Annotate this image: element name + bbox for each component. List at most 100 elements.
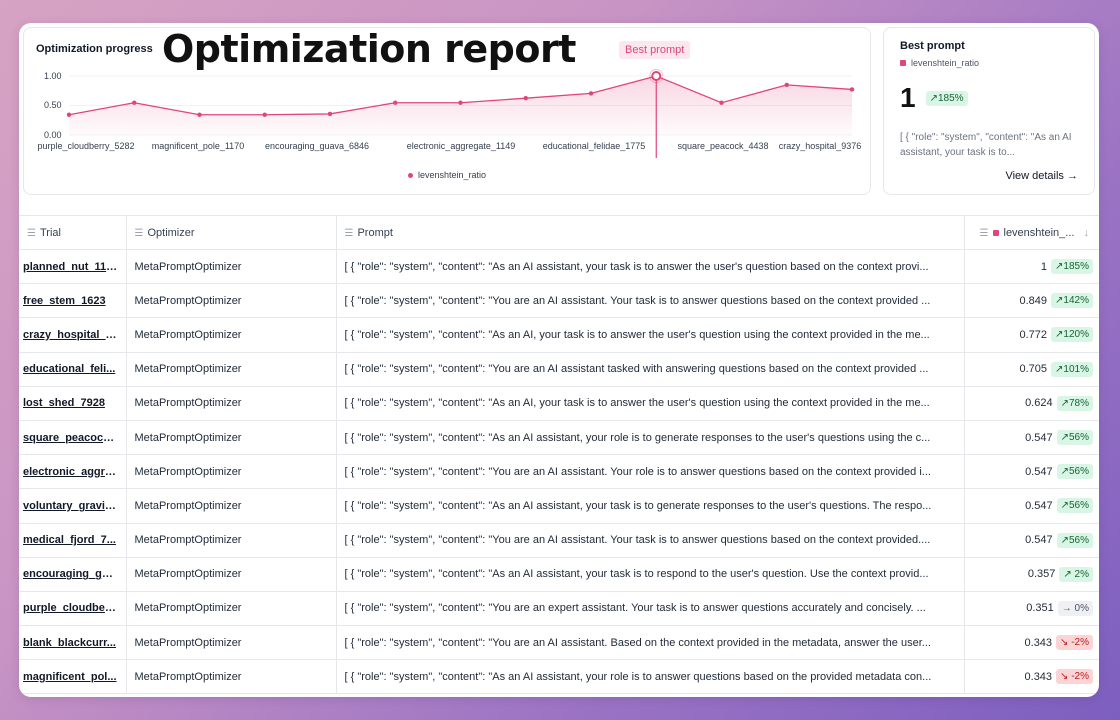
trial-link[interactable]: blank_blackcurr... [19,625,126,661]
table-row[interactable]: planned_nut_1124 MetaPromptOptimizer[ { "… [19,249,1099,285]
prompt-cell: [ { "role": "system", "content": "As an … [335,659,964,695]
metric-value: 0.849 [1019,294,1048,307]
optimization-progress-panel: Optimization progress Best prompt 1.00 0… [23,27,871,195]
trial-link[interactable]: planned_nut_1124 [19,249,126,285]
column-menu-icon: ☰ [344,227,354,239]
metric-value: 0.547 [1025,534,1053,547]
column-header-metric[interactable]: ☰ levenshtein_... ↓ [963,215,1099,250]
prompt-cell: [ { "role": "system", "content": "As an … [335,317,964,353]
table-row[interactable]: educational_feli... MetaPromptOptimizer[ … [19,352,1099,387]
optimizer-cell: MetaPromptOptimizer [125,625,336,661]
table-row[interactable]: lost_shed_7928 MetaPromptOptimizer[ { "ro… [19,386,1099,421]
optimizer-cell: MetaPromptOptimizer [125,386,336,421]
optimizer-cell: MetaPromptOptimizer [125,659,336,695]
data-point[interactable] [262,112,267,118]
column-menu-icon: ☰ [27,227,36,239]
metric-cell: 0.343 ↘ -2% [963,659,1099,695]
y-tick-label: 0.00 [44,130,62,140]
data-point[interactable] [132,100,137,105]
trial-link[interactable]: purple_cloudber... [19,591,126,627]
best-metric: levenshtein_ratio [900,58,1078,68]
change-badge: ↗185% [1051,259,1093,275]
change-badge: ↗56% [1056,532,1093,548]
metric-cell: 0.547 ↗56% [963,420,1099,456]
x-tick-label: electronic_aggregate_1149 [406,141,516,151]
table-row[interactable]: blank_blackcurr... MetaPromptOptimizer[ {… [19,625,1099,661]
y-tick-label: 1.00 [44,71,62,81]
data-point[interactable] [458,100,463,105]
table-row[interactable]: electronic_aggre... MetaPromptOptimizer[ … [19,454,1099,490]
best-value-row: 1 ↗185% [900,82,1078,114]
change-badge: ↗142% [1051,293,1093,309]
prompt-cell: [ { "role": "system", "content": "You ar… [335,352,964,387]
column-header-optimizer[interactable]: ☰ Optimizer [125,215,336,250]
change-badge: ↗56% [1056,464,1093,480]
data-point[interactable] [719,100,724,105]
column-header-trial[interactable]: ☰ Trial [19,215,126,250]
trial-link[interactable]: electronic_aggre... [19,454,126,490]
prompt-cell: [ { "role": "system", "content": "You ar… [335,625,964,661]
metric-cell: 0.705 ↗101% [963,352,1099,387]
table-row[interactable]: crazy_hospital_9... MetaPromptOptimizer[ … [19,317,1099,353]
legend-label: levenshtein_ratio [418,170,487,180]
best-prompt-text: [ { "role": "system", "content": "As an … [900,132,1072,158]
metric-cell: 0.547 ↗56% [963,454,1099,490]
trial-link[interactable]: crazy_hospital_9... [19,317,126,353]
data-point[interactable] [588,91,594,96]
data-point[interactable] [523,95,528,101]
prompt-cell: [ { "role": "system", "content": "As an … [335,249,964,285]
change-badge: ↗78% [1056,395,1093,411]
optimizer-cell: MetaPromptOptimizer [125,591,336,627]
x-tick-label: educational_felidae_1775 [542,141,646,151]
x-tick-label: square_peacock_4438 [677,141,769,151]
trial-link[interactable]: free_stem_1623 [19,283,126,319]
data-point[interactable] [327,111,333,117]
trial-link[interactable]: medical_fjord_7... [19,523,126,558]
change-badge: ↗56% [1056,498,1093,514]
column-menu-icon: ☰ [134,227,144,239]
data-point[interactable] [66,112,72,118]
change-badge: → 0% [1057,600,1093,616]
column-header-prompt[interactable]: ☰ Prompt [335,215,964,250]
prompt-cell: [ { "role": "system", "content": "As an … [335,386,964,421]
y-tick-label: 0.50 [44,100,62,110]
table-row[interactable]: encouraging_gu... MetaPromptOptimizer[ { … [19,557,1099,592]
data-point[interactable] [393,100,398,105]
table-row[interactable]: magnificent_pol... MetaPromptOptimizer[ {… [19,659,1099,695]
trial-link[interactable]: square_peacock... [19,420,126,456]
data-point[interactable] [197,112,202,118]
best-data-point[interactable] [651,71,662,81]
trial-link[interactable]: magnificent_pol... [19,659,126,695]
data-point[interactable] [784,82,789,88]
optimizer-cell: MetaPromptOptimizer [125,557,336,592]
optimizer-cell: MetaPromptOptimizer [125,488,336,524]
best-value: 1 [900,82,916,113]
progress-chart[interactable] [24,28,872,196]
table-row[interactable]: medical_fjord_7... MetaPromptOptimizer[ {… [19,523,1099,558]
table-row[interactable]: free_stem_1623 MetaPromptOptimizer[ { "ro… [19,283,1099,319]
best-change-badge: ↗185% [925,90,968,106]
table-row[interactable]: square_peacock... MetaPromptOptimizer[ { … [19,420,1099,456]
trial-link[interactable]: voluntary_gravit... [19,488,126,524]
trial-link[interactable]: educational_feli... [19,352,126,387]
change-badge: ↘ -2% [1056,669,1093,685]
change-badge: ↗120% [1051,327,1093,343]
metric-value: 0.624 [1025,397,1053,410]
table-row[interactable]: voluntary_gravit... MetaPromptOptimizer[ … [19,488,1099,524]
trial-link[interactable]: lost_shed_7928 [19,386,126,421]
optimizer-cell: MetaPromptOptimizer [125,523,336,558]
optimizer-cell: MetaPromptOptimizer [125,317,336,353]
view-details-link[interactable]: View details → [1005,170,1078,182]
trial-link[interactable]: encouraging_gu... [19,557,126,592]
x-tick-label: purple_cloudberry_5282 [37,141,135,151]
chart-legend[interactable]: levenshtein_ratio [408,170,486,180]
x-tick-label: encouraging_guava_6846 [264,141,370,151]
prompt-cell: [ { "role": "system", "content": "As an … [335,420,964,456]
data-point[interactable] [849,87,855,92]
sort-down-icon[interactable]: ↓ [1083,226,1090,239]
metric-cell: 0.351 → 0% [963,591,1099,627]
metric-value: 0.547 [1025,431,1053,444]
x-tick-label: crazy_hospital_9376 [778,141,862,151]
table-row[interactable]: purple_cloudber... MetaPromptOptimizer[ {… [19,591,1099,627]
optimizer-cell: MetaPromptOptimizer [125,283,336,319]
